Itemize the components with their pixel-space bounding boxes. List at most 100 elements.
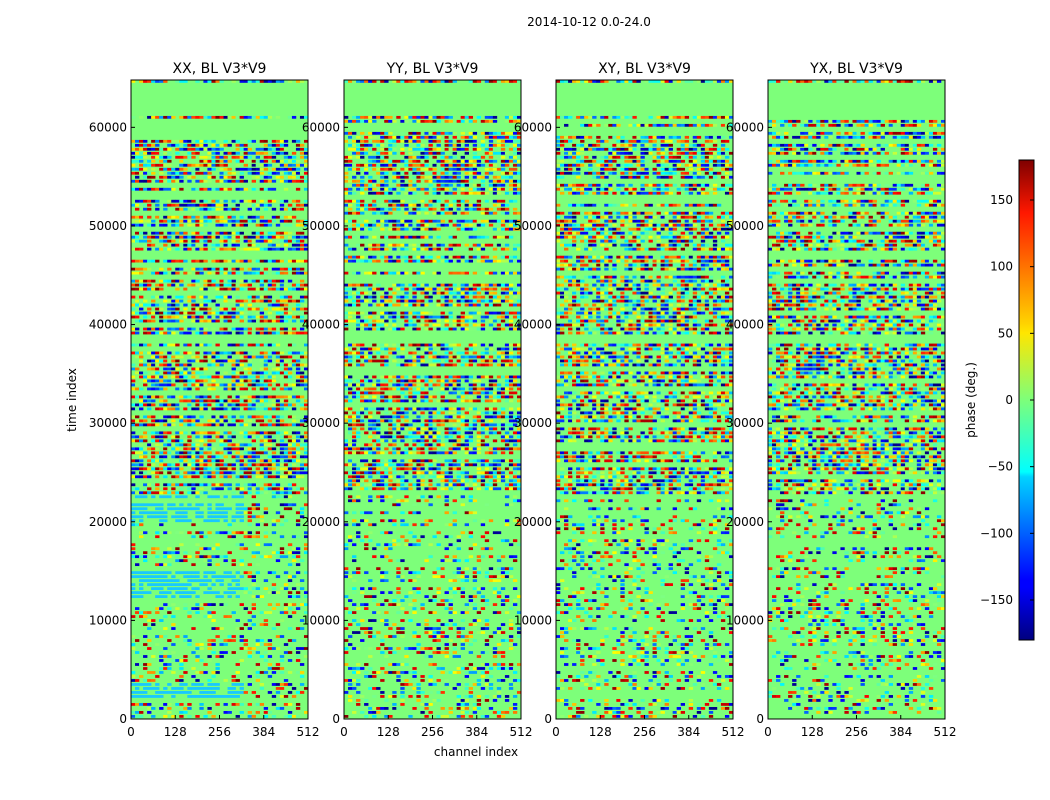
heat-cell (139, 463, 144, 467)
heat-cell (163, 519, 168, 523)
heat-cell (207, 483, 212, 487)
heat-cell (460, 299, 465, 303)
heat-cell (147, 147, 152, 151)
heat-cell (195, 575, 200, 579)
heat-cell (440, 171, 445, 175)
heat-cell (131, 171, 136, 175)
heat-cell (179, 515, 184, 519)
heat-cell (211, 467, 216, 471)
heat-cell (456, 299, 461, 303)
heat-cell (460, 183, 465, 187)
heat-cell (295, 651, 301, 654)
heat-cell (416, 287, 421, 291)
heat-cell (356, 315, 361, 319)
heat-cell (492, 191, 498, 195)
heat-cell (155, 311, 160, 315)
heat-cell (219, 399, 224, 403)
heat-cell (147, 583, 152, 587)
heat-cell (147, 671, 152, 674)
heat-cell (163, 423, 168, 427)
heat-cell (299, 515, 305, 519)
heat-cell (380, 211, 385, 215)
heat-cell (271, 483, 277, 487)
heat-cell (251, 271, 256, 275)
heat-cell (516, 291, 521, 295)
heat-cell (251, 431, 256, 435)
heat-cell (255, 171, 261, 175)
heat-cell (400, 235, 405, 239)
heat-cell (147, 379, 152, 383)
heat-cell (303, 295, 308, 299)
heat-cell (263, 327, 269, 331)
heat-cell (283, 475, 289, 479)
heat-cell (259, 639, 265, 642)
heat-cell (143, 623, 148, 626)
heat-cell (476, 171, 482, 175)
heat-cell (372, 223, 377, 227)
heat-cell (191, 423, 196, 427)
heat-cell (436, 171, 441, 175)
heat-cell (512, 271, 518, 275)
heat-cell (171, 467, 176, 471)
heat-cell (143, 359, 148, 363)
heat-cell (131, 571, 136, 575)
heat-cell (179, 159, 184, 163)
heat-cell (239, 455, 244, 459)
heat-cell (239, 307, 244, 311)
heat-cell (468, 255, 474, 259)
heat-cell (464, 147, 469, 151)
heat-cell (167, 415, 172, 419)
heat-cell (436, 303, 441, 307)
heat-cell (384, 259, 389, 263)
heat-cell (376, 167, 381, 171)
heat-cell (263, 115, 269, 119)
heat-cell (348, 211, 353, 215)
heat-cell (131, 187, 136, 191)
heat-cell (299, 463, 305, 467)
heat-cell (488, 183, 494, 187)
heat-cell (356, 295, 361, 299)
heat-cell (271, 187, 277, 191)
heat-cell (179, 115, 184, 119)
heat-cell (159, 159, 164, 163)
heat-cell (464, 135, 469, 139)
heat-cell (251, 451, 256, 455)
heat-cell (360, 243, 365, 247)
heat-cell (215, 635, 220, 638)
heat-cell (500, 207, 506, 211)
heat-cell (259, 655, 265, 658)
heat-cell (380, 171, 385, 175)
heat-cell (223, 651, 228, 654)
heat-cell (211, 471, 216, 475)
heat-cell (480, 287, 486, 291)
heat-cell (287, 387, 293, 391)
heat-cell (444, 223, 449, 227)
heat-cell (171, 303, 176, 307)
heat-cell (139, 591, 144, 594)
heat-cell (344, 315, 349, 319)
heat-cell (207, 687, 212, 690)
heat-cell (227, 283, 232, 287)
heat-cell (384, 199, 389, 203)
heat-cell (388, 203, 393, 207)
heat-cell (183, 247, 188, 251)
heat-cell (163, 483, 168, 487)
heat-cell (179, 259, 184, 263)
heat-cell (175, 80, 180, 83)
heat-cell (516, 315, 521, 319)
heat-cell (235, 207, 240, 211)
heat-cell (159, 147, 164, 151)
heat-cell (147, 179, 152, 183)
heat-cell (255, 215, 261, 219)
heat-cell (239, 487, 244, 491)
heat-cell (199, 231, 204, 235)
heat-cell (247, 399, 252, 403)
heat-cell (211, 443, 216, 447)
heat-cell (460, 291, 465, 295)
heat-cell (195, 243, 200, 247)
heat-cell (255, 407, 261, 411)
heat-cell (139, 583, 144, 587)
heat-cell (432, 271, 437, 275)
heat-cell (239, 179, 244, 183)
heat-cell (251, 691, 256, 694)
